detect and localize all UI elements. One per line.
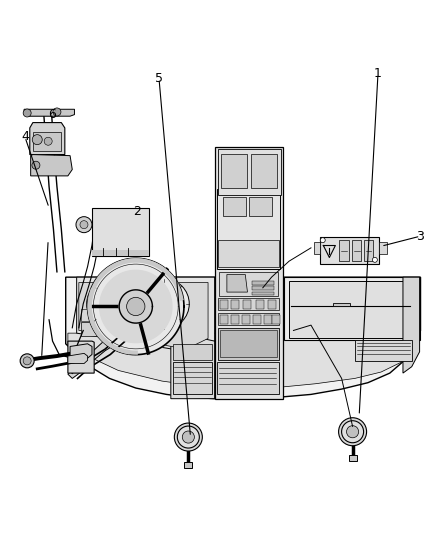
Polygon shape	[403, 277, 420, 373]
Text: 2: 2	[134, 205, 141, 218]
Circle shape	[127, 297, 145, 316]
Circle shape	[174, 423, 202, 451]
Bar	[221, 154, 247, 188]
Circle shape	[152, 292, 177, 316]
Bar	[364, 240, 373, 261]
Circle shape	[372, 257, 378, 262]
Bar	[218, 313, 279, 325]
Bar	[81, 309, 112, 321]
Polygon shape	[68, 353, 88, 364]
Bar	[231, 300, 239, 309]
Bar	[220, 300, 228, 309]
Circle shape	[20, 354, 34, 368]
Bar	[243, 300, 251, 309]
Bar	[219, 272, 278, 296]
Bar	[314, 242, 320, 254]
Circle shape	[23, 357, 31, 365]
Circle shape	[53, 108, 61, 116]
Circle shape	[76, 216, 92, 233]
Bar	[231, 315, 239, 324]
Circle shape	[23, 109, 31, 117]
Bar	[320, 237, 379, 264]
Bar	[220, 315, 228, 324]
Circle shape	[44, 137, 52, 146]
Polygon shape	[171, 336, 215, 399]
Polygon shape	[333, 303, 350, 306]
Bar	[253, 315, 261, 324]
Text: 1: 1	[374, 67, 382, 80]
Circle shape	[80, 221, 88, 229]
Bar	[352, 240, 361, 261]
Bar	[173, 362, 212, 394]
Polygon shape	[30, 123, 65, 155]
Polygon shape	[119, 290, 152, 323]
Circle shape	[87, 279, 137, 329]
Bar	[242, 315, 250, 324]
Bar	[249, 197, 272, 216]
Polygon shape	[289, 281, 412, 338]
Bar	[339, 240, 349, 261]
Polygon shape	[31, 155, 72, 176]
Bar	[251, 154, 277, 188]
Bar	[218, 298, 279, 310]
Polygon shape	[100, 270, 172, 343]
Circle shape	[182, 431, 194, 443]
Bar	[264, 315, 272, 324]
Polygon shape	[88, 259, 184, 354]
Polygon shape	[68, 333, 419, 388]
Bar	[81, 322, 112, 336]
Text: 3: 3	[417, 230, 424, 243]
Bar	[355, 340, 412, 361]
Bar	[92, 250, 149, 256]
Polygon shape	[68, 328, 129, 378]
Circle shape	[32, 161, 40, 169]
Polygon shape	[70, 344, 92, 358]
Bar	[218, 240, 279, 266]
Circle shape	[177, 426, 199, 448]
Circle shape	[346, 426, 359, 438]
Polygon shape	[66, 277, 420, 399]
Bar	[256, 300, 264, 309]
Bar	[252, 286, 274, 290]
Bar	[184, 462, 192, 468]
Text: 4: 4	[21, 131, 29, 143]
Text: 5: 5	[155, 72, 163, 85]
Bar	[268, 300, 276, 309]
Circle shape	[339, 418, 367, 446]
Bar	[33, 132, 61, 151]
Bar	[223, 197, 246, 216]
Bar	[217, 189, 280, 269]
Bar	[218, 328, 279, 360]
Bar	[252, 292, 274, 295]
Polygon shape	[284, 277, 420, 340]
Circle shape	[139, 279, 189, 329]
Polygon shape	[77, 277, 215, 352]
Polygon shape	[215, 147, 283, 399]
Text: 6: 6	[49, 108, 57, 121]
Bar	[218, 149, 281, 195]
Bar	[252, 281, 274, 285]
Bar	[379, 242, 387, 254]
Polygon shape	[68, 341, 94, 373]
Bar	[92, 208, 149, 256]
Circle shape	[342, 421, 364, 443]
Bar	[349, 455, 357, 461]
Circle shape	[320, 238, 325, 243]
Polygon shape	[24, 109, 74, 116]
Bar	[217, 362, 279, 394]
Bar	[220, 330, 277, 357]
Polygon shape	[227, 274, 247, 292]
Polygon shape	[79, 282, 208, 349]
Bar	[272, 315, 280, 324]
Circle shape	[32, 135, 42, 144]
Bar	[128, 293, 155, 305]
Bar	[173, 344, 212, 360]
Circle shape	[99, 292, 124, 316]
